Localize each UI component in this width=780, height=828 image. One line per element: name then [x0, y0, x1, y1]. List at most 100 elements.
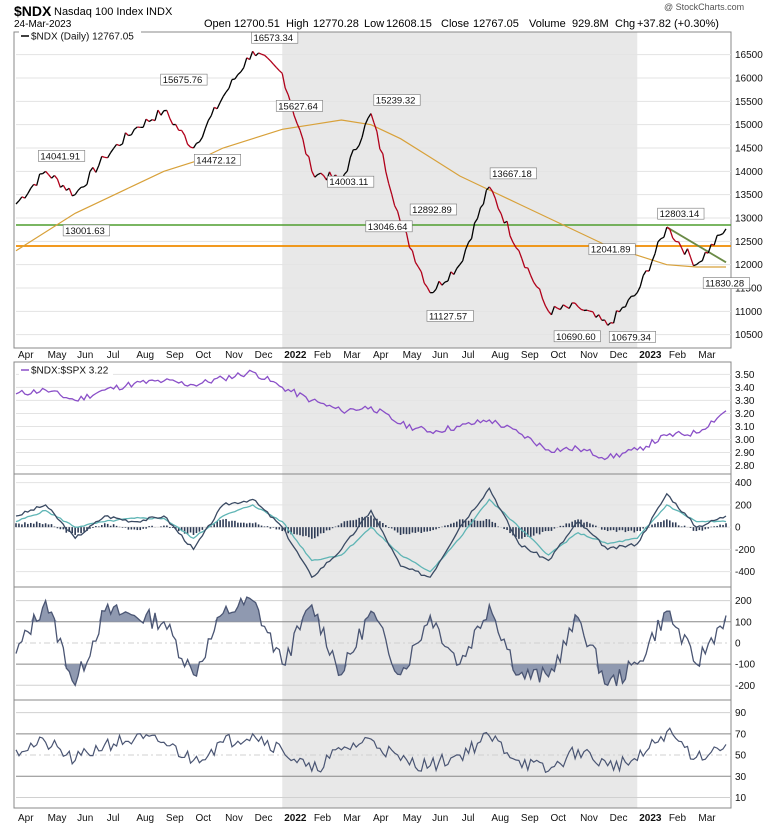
x-tick-label-top: Oct: [196, 350, 212, 361]
price-annotation: 12803.14: [660, 209, 700, 220]
price-segment: [482, 190, 488, 205]
price-segment: [71, 194, 76, 197]
price-segment: [187, 143, 191, 148]
price-segment: [719, 232, 724, 236]
price-segment: [607, 322, 612, 326]
osc1-line: [15, 596, 727, 687]
price-segment: [689, 256, 695, 266]
price-segment: [53, 175, 58, 180]
x-tick-label-top: Apr: [18, 350, 34, 361]
price-segment: [574, 302, 579, 308]
price-segment: [423, 282, 428, 288]
x-tick-label-bottom: Nov: [580, 813, 598, 824]
price-segment: [417, 266, 422, 273]
price-segment: [18, 196, 23, 202]
price-segment: [74, 189, 79, 196]
ratio-legend-box: [19, 364, 113, 376]
osc1-tick-label: 200: [735, 596, 752, 607]
price-segment: [42, 170, 46, 175]
pane-2: [13, 361, 732, 475]
price-segment: [379, 148, 384, 155]
ratio-tick-label: 2.80: [735, 461, 755, 472]
symbol-label: $NDX: [14, 3, 52, 19]
x-axis: Apr Apr May May Jun Jun Jul Jul Aug Aug Sep Sep Oct O…: [18, 350, 716, 824]
price-segment: [116, 143, 120, 147]
price-segment: [518, 250, 523, 259]
price-segment: [373, 122, 378, 132]
pane-frame: [13, 699, 732, 809]
price-segment: [636, 286, 641, 293]
price-segment: [15, 200, 20, 205]
ratio-tick-label: 3.10: [735, 422, 755, 433]
price-tick-label: 14000: [735, 167, 763, 178]
price-tick-label: 11000: [735, 307, 763, 318]
price-segment: [228, 79, 233, 89]
price-segment: [68, 187, 73, 197]
price-segment: [349, 149, 354, 158]
index-name: Nasdaq 100 Index: [54, 6, 144, 18]
x-tick-label-top: Dec: [255, 350, 273, 361]
price-segment: [527, 267, 532, 276]
price-segment: [24, 193, 29, 199]
price-tick-label: 16000: [735, 74, 763, 85]
price-annotation: 15675.76: [163, 75, 203, 86]
osc1-tick-label: -200: [735, 681, 755, 692]
price-segment: [355, 144, 360, 150]
x-tick-label-top: Nov: [225, 350, 243, 361]
price-segment: [157, 109, 162, 116]
macd-tick-label: 0: [735, 523, 741, 534]
price-segment: [204, 120, 209, 129]
x-tick-label-top: 2022: [284, 350, 307, 361]
price-segment: [612, 310, 618, 324]
price-segment: [21, 196, 26, 199]
price-segment: [113, 143, 118, 149]
price-segment: [305, 153, 310, 158]
year-shade: [282, 32, 638, 348]
price-segment: [36, 173, 41, 186]
price-segment: [196, 141, 200, 144]
ratio-tick-label: 2.90: [735, 448, 755, 459]
price-segment: [420, 271, 425, 284]
ratio-tick-label: 3.20: [735, 409, 755, 420]
price-segment: [77, 186, 82, 191]
price-segment: [544, 305, 550, 312]
chart-panels: 1050011000115001200012500130001350014000…: [13, 30, 763, 824]
price-segment: [711, 243, 715, 246]
x-tick-label-bottom: Dec: [610, 813, 628, 824]
annotation-box: [251, 31, 299, 44]
price-segment: [577, 306, 582, 310]
annotation-box: [588, 243, 636, 256]
annotation-box: [426, 310, 474, 322]
price-segment: [642, 270, 647, 276]
annotation-box: [608, 330, 656, 343]
price-segment: [201, 128, 206, 138]
annotation-box: [702, 277, 750, 289]
x-tick-label-bottom: Sep: [166, 813, 184, 824]
price-segment: [80, 186, 85, 188]
price-annotation: 11830.28: [705, 279, 744, 290]
x-tick-label-bottom: Oct: [196, 813, 212, 824]
price-segment: [559, 304, 564, 310]
high-value: 12770.28: [313, 18, 359, 30]
price-segment: [175, 124, 180, 131]
price-segment: [343, 170, 348, 175]
price-segment: [192, 143, 198, 149]
x-tick-label-top: Oct: [551, 350, 567, 361]
price-segment: [568, 302, 573, 309]
low-value: 12608.15: [386, 18, 432, 30]
price-segment: [56, 178, 61, 188]
osc1-tick-label: 100: [735, 617, 752, 628]
price-segment: [512, 242, 517, 248]
x-tick-label-bottom: May: [48, 813, 67, 824]
x-tick-label-bottom: May: [403, 813, 422, 824]
price-segment: [627, 295, 632, 301]
price-segment: [693, 264, 697, 267]
volume-value: 929.8M: [572, 18, 609, 30]
price-segment: [51, 174, 55, 179]
price-segment: [713, 235, 718, 246]
osc2-tick-label: 30: [735, 772, 747, 783]
price-segment: [281, 73, 286, 89]
osc2-tick-label: 10: [735, 793, 747, 804]
price-segment: [258, 52, 262, 55]
price-segment: [521, 258, 526, 268]
